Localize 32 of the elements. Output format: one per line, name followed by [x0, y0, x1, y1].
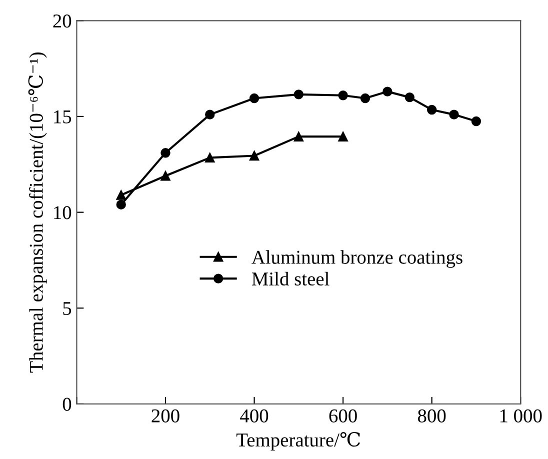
- point: [338, 132, 348, 142]
- point: [205, 152, 215, 163]
- y-axis-title: Thermal expansion cofficient/(10⁻⁶℃⁻¹): [28, 52, 47, 373]
- x-tick-label: 800: [418, 409, 446, 422]
- point: [294, 132, 304, 142]
- point: [160, 171, 170, 181]
- point: [116, 200, 126, 210]
- point: [338, 90, 348, 100]
- legend-label: Mild steel: [252, 272, 330, 286]
- y-tick-label: 20: [53, 14, 72, 28]
- point: [360, 93, 370, 104]
- y-tick-label: 10: [54, 206, 72, 220]
- point: [382, 86, 392, 96]
- x-axis-title: Temperature/℃: [236, 432, 360, 451]
- y-tick-label: 0: [62, 398, 72, 411]
- x-tick-label: 200: [152, 409, 180, 422]
- y-tick-label: 15: [54, 110, 72, 124]
- point: [294, 90, 304, 100]
- point: [205, 110, 215, 120]
- legend-label: Aluminum bronze coatings: [252, 250, 462, 268]
- point: [160, 148, 170, 158]
- x-tick-label: 1 000: [500, 409, 542, 422]
- point: [116, 190, 126, 200]
- x-tick-label: 600: [329, 409, 357, 422]
- point: [449, 110, 459, 120]
- point: [404, 92, 414, 102]
- point: [426, 104, 437, 115]
- x-tick-label: 400: [240, 409, 268, 422]
- point: [471, 116, 482, 126]
- y-tick-label: 5: [63, 302, 72, 316]
- point: [249, 150, 260, 161]
- point: [249, 93, 260, 104]
